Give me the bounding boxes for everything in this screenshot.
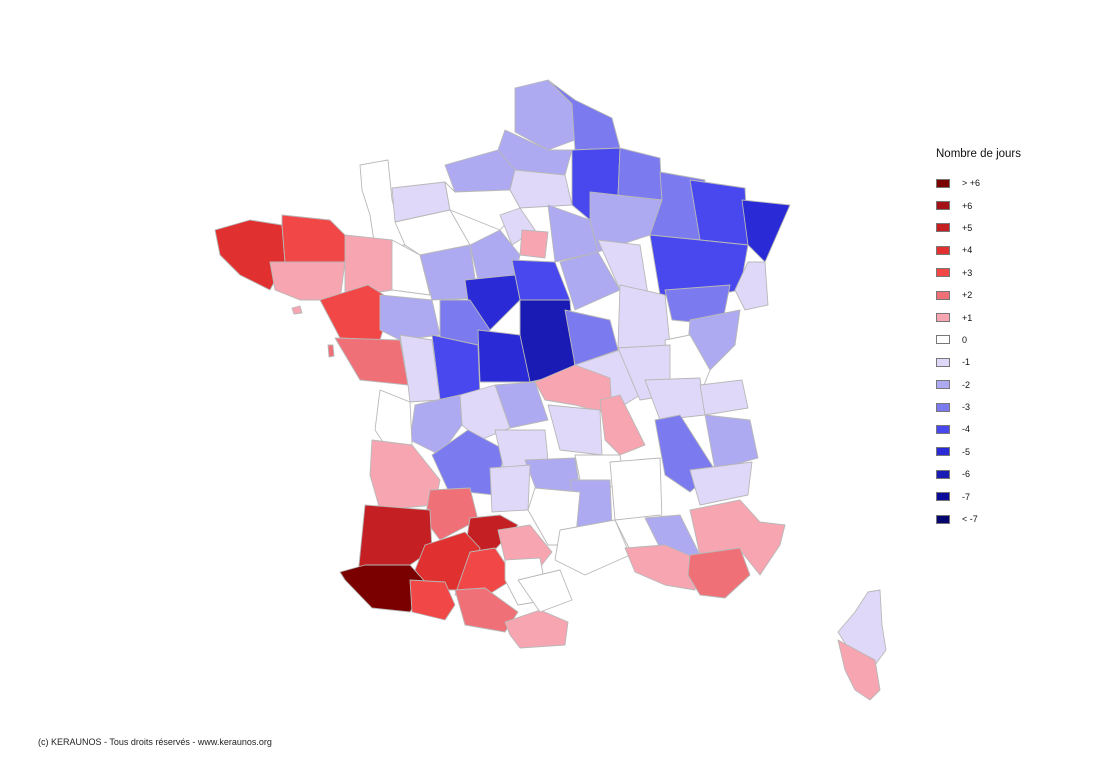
department-vienne xyxy=(431,334,481,401)
legend: Nombre de jours > +6 +6 +5 +4 +3 +2 +1 0 -1 -2 -3 -… xyxy=(936,148,1021,530)
legend-swatch xyxy=(936,290,950,300)
department-val-doise xyxy=(499,207,536,246)
department-herault xyxy=(517,569,573,613)
department-morbihan xyxy=(269,261,346,301)
legend-item: -2 xyxy=(936,374,1021,396)
legend-item: < -7 xyxy=(936,508,1021,530)
legend-item: -5 xyxy=(936,441,1021,463)
department-yonne xyxy=(564,309,619,366)
legend-label: +3 xyxy=(962,267,973,278)
legend-item: > +6 xyxy=(936,172,1021,194)
legend-item: +4 xyxy=(936,239,1021,261)
legend-swatch xyxy=(936,178,950,188)
department-vendee xyxy=(334,337,409,386)
department-haut-rhin xyxy=(734,261,769,311)
legend-label: -2 xyxy=(962,379,971,390)
department-paris-area xyxy=(519,229,549,259)
legend-label: +5 xyxy=(962,222,973,233)
department-bouches-du-rhone xyxy=(624,544,701,591)
legend-swatch xyxy=(936,223,950,233)
department-drome xyxy=(609,457,663,521)
legend-label: < -7 xyxy=(962,514,978,525)
department-hautes-pyrenees xyxy=(409,579,456,621)
legend-label: -7 xyxy=(962,491,971,502)
legend-label: +6 xyxy=(962,200,973,211)
department-haute-savoie xyxy=(699,379,749,416)
legend-title: Nombre de jours xyxy=(936,148,1022,160)
legend-item: +5 xyxy=(936,217,1021,239)
legend-item: -1 xyxy=(936,351,1021,373)
copyright-credit: (c) KERAUNOS - Tous droits réservés - ww… xyxy=(38,737,272,747)
department-ardennes xyxy=(617,147,663,201)
department-mayenne xyxy=(391,239,431,296)
department-loire xyxy=(599,394,646,456)
legend-label: -6 xyxy=(962,469,971,480)
department-gard xyxy=(554,519,631,576)
department-oise xyxy=(509,169,573,209)
department-maine-et-loire xyxy=(379,294,441,341)
legend-swatch xyxy=(936,268,950,278)
legend-swatch xyxy=(936,201,950,211)
legend-swatch xyxy=(936,424,950,434)
legend-swatch xyxy=(936,514,950,524)
legend-label: -1 xyxy=(962,357,971,368)
legend-label: -5 xyxy=(962,446,971,457)
legend-label: -4 xyxy=(962,424,971,435)
legend-item: 0 xyxy=(936,329,1021,351)
legend-item: +6 xyxy=(936,194,1021,216)
department-cote-dor xyxy=(617,284,671,349)
legend-item: +2 xyxy=(936,284,1021,306)
legend-item: -4 xyxy=(936,418,1021,440)
legend-label: +2 xyxy=(962,290,973,301)
legend-swatch xyxy=(936,447,950,457)
legend-label: > +6 xyxy=(962,178,981,189)
legend-swatch xyxy=(936,313,950,323)
legend-item: +1 xyxy=(936,306,1021,328)
legend-label: -3 xyxy=(962,402,971,413)
legend-swatch xyxy=(936,335,950,345)
legend-label: +4 xyxy=(962,245,973,256)
legend-item: -3 xyxy=(936,396,1021,418)
department-hautes-alpes xyxy=(689,461,753,506)
legend-item: -7 xyxy=(936,485,1021,507)
legend-swatch xyxy=(936,380,950,390)
department-rhone-ain xyxy=(644,377,706,421)
department-bas-rhin xyxy=(741,199,791,263)
department-var xyxy=(687,547,751,599)
legend-items: > +6 +6 +5 +4 +3 +2 +1 0 -1 -2 -3 -4 -5 -6 -7 < -7 xyxy=(936,172,1021,530)
department-puy-de-dome xyxy=(547,404,603,456)
department-deux-sevres xyxy=(399,334,441,403)
department-haute-garonne xyxy=(454,547,516,601)
legend-swatch xyxy=(936,492,950,502)
department-savoie xyxy=(704,414,759,471)
legend-item: -6 xyxy=(936,463,1021,485)
legend-swatch xyxy=(936,469,950,479)
departments-layer xyxy=(214,79,887,701)
legend-label: 0 xyxy=(962,334,968,345)
legend-swatch xyxy=(936,245,950,255)
department-corse-du-sud xyxy=(837,639,881,701)
legend-item: +3 xyxy=(936,262,1021,284)
island-noirmoutier xyxy=(327,344,335,358)
department-lot xyxy=(489,464,531,513)
island-belle-ile xyxy=(291,305,303,315)
legend-swatch xyxy=(936,402,950,412)
legend-label: +1 xyxy=(962,312,973,323)
department-cotes-darmor xyxy=(281,214,351,263)
legend-swatch xyxy=(936,357,950,367)
